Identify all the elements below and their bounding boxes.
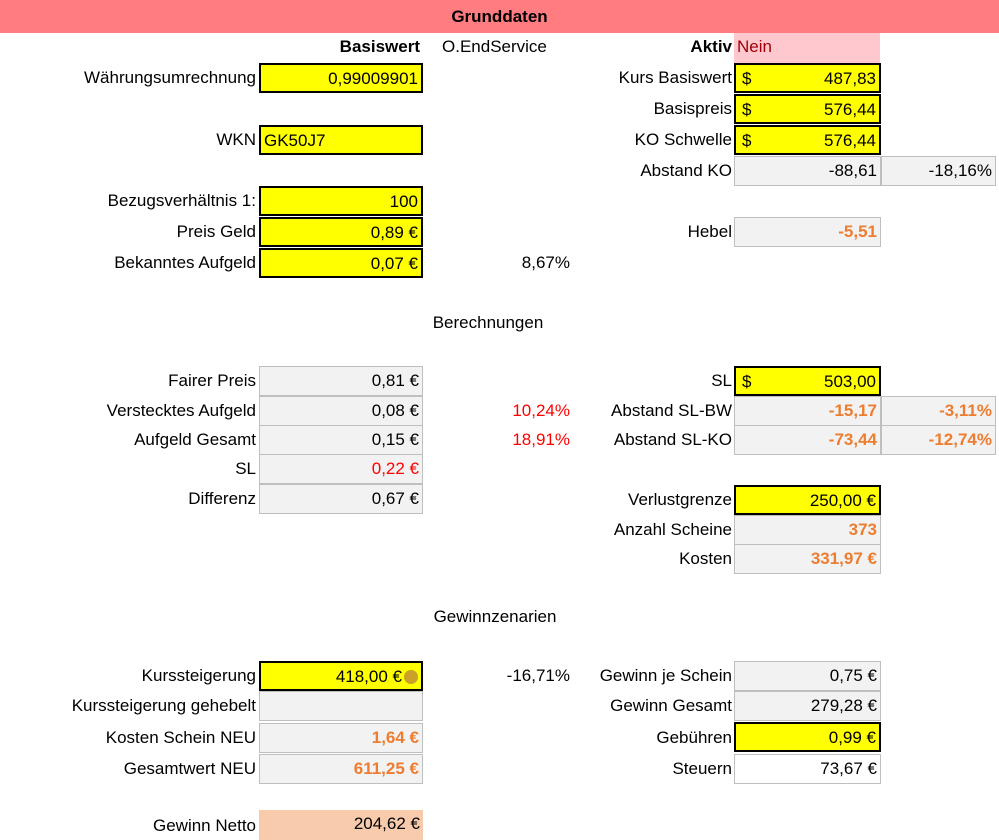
oendservice-header: O.EndService [442, 37, 547, 56]
verlustgrenze-input[interactable]: 250,00 € [734, 485, 881, 515]
currency-symbol: $ [742, 100, 752, 119]
basispreis-input[interactable]: $ 576,44 [734, 94, 881, 124]
gewinn-gesamt-label: Gewinn Gesamt [610, 696, 732, 715]
ko-schwelle-label: KO Schwelle [634, 130, 732, 149]
wkn-label: WKN [216, 130, 256, 149]
kosten-schein-neu-value[interactable]: 1,64 € [259, 723, 423, 753]
bezug-input[interactable]: 100 [259, 186, 423, 216]
kosten-label: Kosten [679, 549, 732, 568]
gesamtwert-neu-label: Gesamtwert NEU [123, 759, 256, 778]
verstecktes-aufgeld-label: Verstecktes Aufgeld [106, 401, 256, 420]
gebuehren-label: Gebühren [656, 728, 732, 747]
kurs-basiswert-label: Kurs Basiswert [618, 68, 732, 87]
gewinn-netto-value[interactable]: 204,62 € [259, 810, 423, 840]
gesamtwert-neu-value[interactable]: 611,25 € [259, 754, 423, 784]
currency-symbol: $ [742, 131, 752, 150]
basispreis-value: 576,44 [824, 100, 876, 119]
gewinnzenarien-title: Gewinnzenarien [433, 607, 557, 626]
berechnungen-title: Berechnungen [432, 313, 544, 332]
kurssteigerung-label: Kurssteigerung [141, 666, 256, 685]
basiswert-header: Basiswert [339, 37, 420, 56]
fairer-preis-label: Fairer Preis [168, 371, 256, 390]
gewinn-je-schein-label: Gewinn je Schein [599, 666, 732, 685]
gewinn-netto-label: Gewinn Netto [153, 816, 256, 835]
kosten-schein-neu-label: Kosten Schein NEU [105, 728, 256, 747]
gewinn-je-schein-value[interactable]: 0,75 € [734, 661, 881, 691]
kurssteigerung-gehebelt-label: Kurssteigerung gehebelt [71, 696, 256, 715]
section-header-grunddaten: Grunddaten [0, 0, 999, 33]
kurs-basiswert-value: 487,83 [824, 69, 876, 88]
sl-left-label: SL [235, 459, 256, 478]
aufgeld-input[interactable]: 0,07 € [259, 248, 423, 278]
anzahl-scheine-label: Anzahl Scheine [613, 520, 732, 539]
verlustgrenze-label: Verlustgrenze [628, 490, 732, 509]
verstecktes-aufgeld-value[interactable]: 0,08 € [259, 396, 423, 426]
aufgeld-label: Bekanntes Aufgeld [114, 253, 256, 272]
abstand-ko-label: Abstand KO [640, 161, 732, 180]
preis-geld-label: Preis Geld [176, 222, 256, 241]
kurssteigerung-input[interactable]: 418,00 € [259, 661, 423, 691]
differenz-value[interactable]: 0,67 € [259, 484, 423, 514]
anzahl-scheine-value[interactable]: 373 [734, 515, 881, 545]
abstand-slbw-pct[interactable]: -3,11% [881, 396, 996, 426]
basispreis-label: Basispreis [653, 99, 732, 118]
sl-left-value[interactable]: 0,22 € [259, 454, 423, 484]
kurssteigerung-value: 418,00 € [335, 667, 402, 686]
ko-schwelle-value: 576,44 [824, 131, 876, 150]
aufgeld-gesamt-pct: 18,91% [512, 430, 570, 449]
currency-symbol: $ [742, 69, 752, 88]
abstand-slko-value[interactable]: -73,44 [734, 425, 881, 455]
kurssteigerung-gehebelt-value[interactable] [259, 691, 423, 721]
verstecktes-aufgeld-pct: 10,24% [512, 401, 570, 420]
hebel-label: Hebel [687, 222, 732, 241]
ko-schwelle-input[interactable]: $ 576,44 [734, 125, 881, 155]
abstand-slko-pct[interactable]: -12,74% [881, 425, 996, 455]
gewinn-gesamt-value[interactable]: 279,28 € [734, 691, 881, 721]
cursor-icon [404, 669, 418, 684]
kosten-value[interactable]: 331,97 € [734, 544, 881, 574]
kurssteigerung-pct: -16,71% [506, 666, 570, 685]
sl-right-label: SL [711, 371, 732, 390]
sl-right-input[interactable]: $ 503,00 [734, 366, 881, 396]
waehrung-input[interactable]: 0,99009901 [259, 63, 423, 93]
gebuehren-input[interactable]: 0,99 € [734, 722, 881, 752]
preis-geld-input[interactable]: 0,89 € [259, 217, 423, 247]
aktiv-value-cell[interactable]: Nein [734, 33, 880, 63]
steuern-value[interactable]: 73,67 € [734, 754, 881, 784]
aufgeld-pct: 8,67% [521, 253, 570, 272]
kurs-basiswert-input[interactable]: $ 487,83 [734, 63, 881, 93]
currency-symbol: $ [742, 372, 752, 391]
wkn-input[interactable]: GK50J7 [259, 125, 423, 155]
bezug-label: Bezugsverhältnis 1: [107, 191, 256, 210]
aufgeld-gesamt-value[interactable]: 0,15 € [259, 425, 423, 455]
hebel-value[interactable]: -5,51 [734, 217, 881, 247]
waehrung-label: Währungsumrechnung [84, 68, 256, 87]
fairer-preis-value[interactable]: 0,81 € [259, 366, 423, 396]
aufgeld-gesamt-label: Aufgeld Gesamt [134, 430, 256, 449]
abstand-ko-value[interactable]: -88,61 [734, 156, 881, 186]
steuern-label: Steuern [672, 759, 732, 778]
abstand-slko-label: Abstand SL-KO [613, 430, 732, 449]
abstand-slbw-label: Abstand SL-BW [611, 401, 732, 420]
sl-right-value: 503,00 [824, 372, 876, 391]
abstand-ko-pct[interactable]: -18,16% [881, 156, 996, 186]
aktiv-label: Aktiv [690, 37, 732, 56]
abstand-slbw-value[interactable]: -15,17 [734, 396, 881, 426]
differenz-label: Differenz [188, 489, 256, 508]
